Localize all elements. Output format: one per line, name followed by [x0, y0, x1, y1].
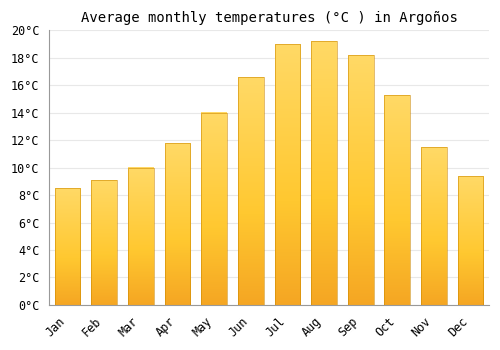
- Bar: [92, 180, 117, 305]
- Bar: [421, 147, 447, 305]
- Bar: [348, 55, 374, 305]
- Bar: [164, 143, 190, 305]
- Bar: [238, 77, 264, 305]
- Bar: [311, 41, 337, 305]
- Bar: [384, 95, 410, 305]
- Bar: [202, 113, 227, 305]
- Bar: [274, 44, 300, 305]
- Title: Average monthly temperatures (°C ) in Argoños: Average monthly temperatures (°C ) in Ar…: [80, 11, 458, 25]
- Bar: [55, 188, 80, 305]
- Bar: [128, 168, 154, 305]
- Bar: [458, 176, 483, 305]
